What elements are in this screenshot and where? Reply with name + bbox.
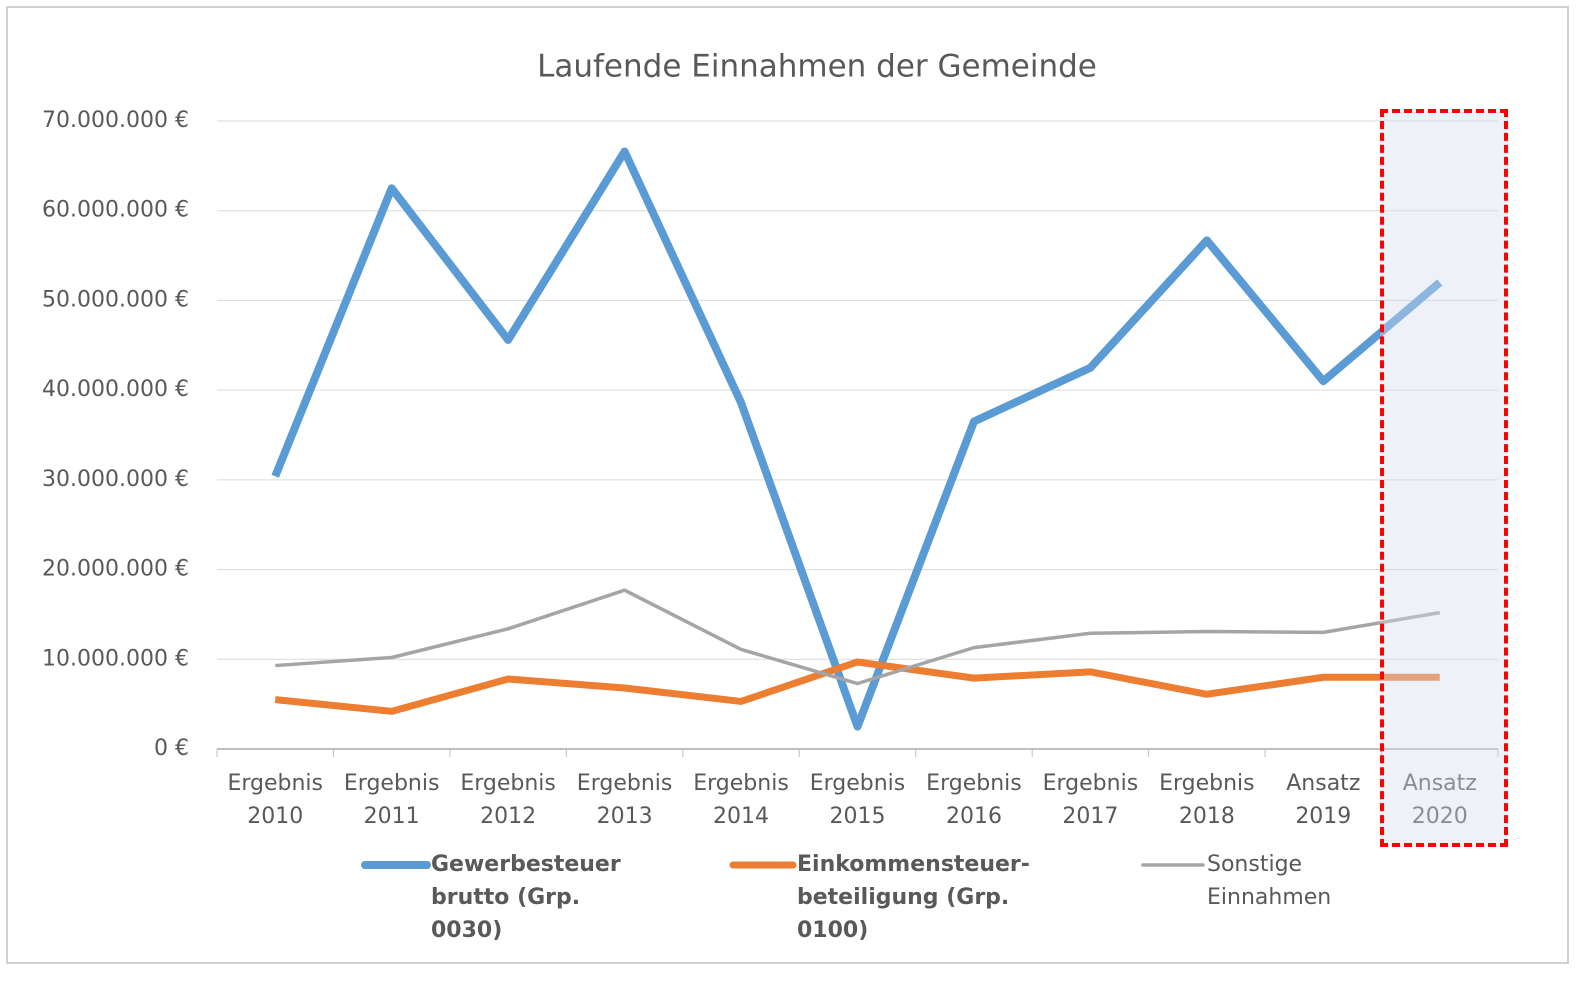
legend-label: Einkommensteuer-beteiligung (Grp. 0100) [797, 852, 1030, 943]
x-tick-label: Ansatz 2019 [1286, 771, 1361, 829]
x-tick-label: Ergebnis 2014 [693, 771, 789, 829]
chart-frame [6, 6, 1569, 964]
y-tick-label: 60.000.000 € [42, 198, 189, 223]
line-series [275, 588, 1441, 686]
line-series [271, 147, 1443, 731]
x-tick-label: Ergebnis 2018 [1159, 771, 1255, 829]
y-tick-label: 70.000.000 € [42, 108, 189, 133]
x-tick-label: Ergebnis 2017 [1042, 771, 1139, 829]
x-tick-label: Ergebnis 2010 [227, 771, 323, 829]
highlight-box [1380, 109, 1508, 847]
line-series [274, 658, 1440, 715]
y-tick-label: 20.000.000 € [42, 557, 189, 582]
y-tick-label: 50.000.000 € [42, 287, 189, 312]
y-tick-label: 0 € [154, 736, 189, 761]
y-tick-label: 10.000.000 € [42, 646, 189, 671]
chart-title: Laufende Einnahmen der Gemeinde [537, 49, 1097, 85]
x-tick-label: Ergebnis 2011 [343, 771, 440, 829]
x-tick-label: Ergebnis 2016 [926, 771, 1022, 829]
x-tick-label: Ansatz 2020 [1402, 771, 1477, 829]
y-tick-label: 30.000.000 € [42, 467, 189, 492]
x-tick-label: Ergebnis 2015 [809, 771, 906, 829]
x-tick-label: Ergebnis 2012 [460, 771, 556, 829]
legend-label: Sonstige Einnahmen [1207, 852, 1332, 910]
x-tick-label: Ergebnis 2013 [576, 771, 673, 829]
y-tick-label: 40.000.000 € [42, 377, 189, 402]
legend-label: Gewerbesteuer brutto (Grp. 0030) [431, 852, 621, 943]
